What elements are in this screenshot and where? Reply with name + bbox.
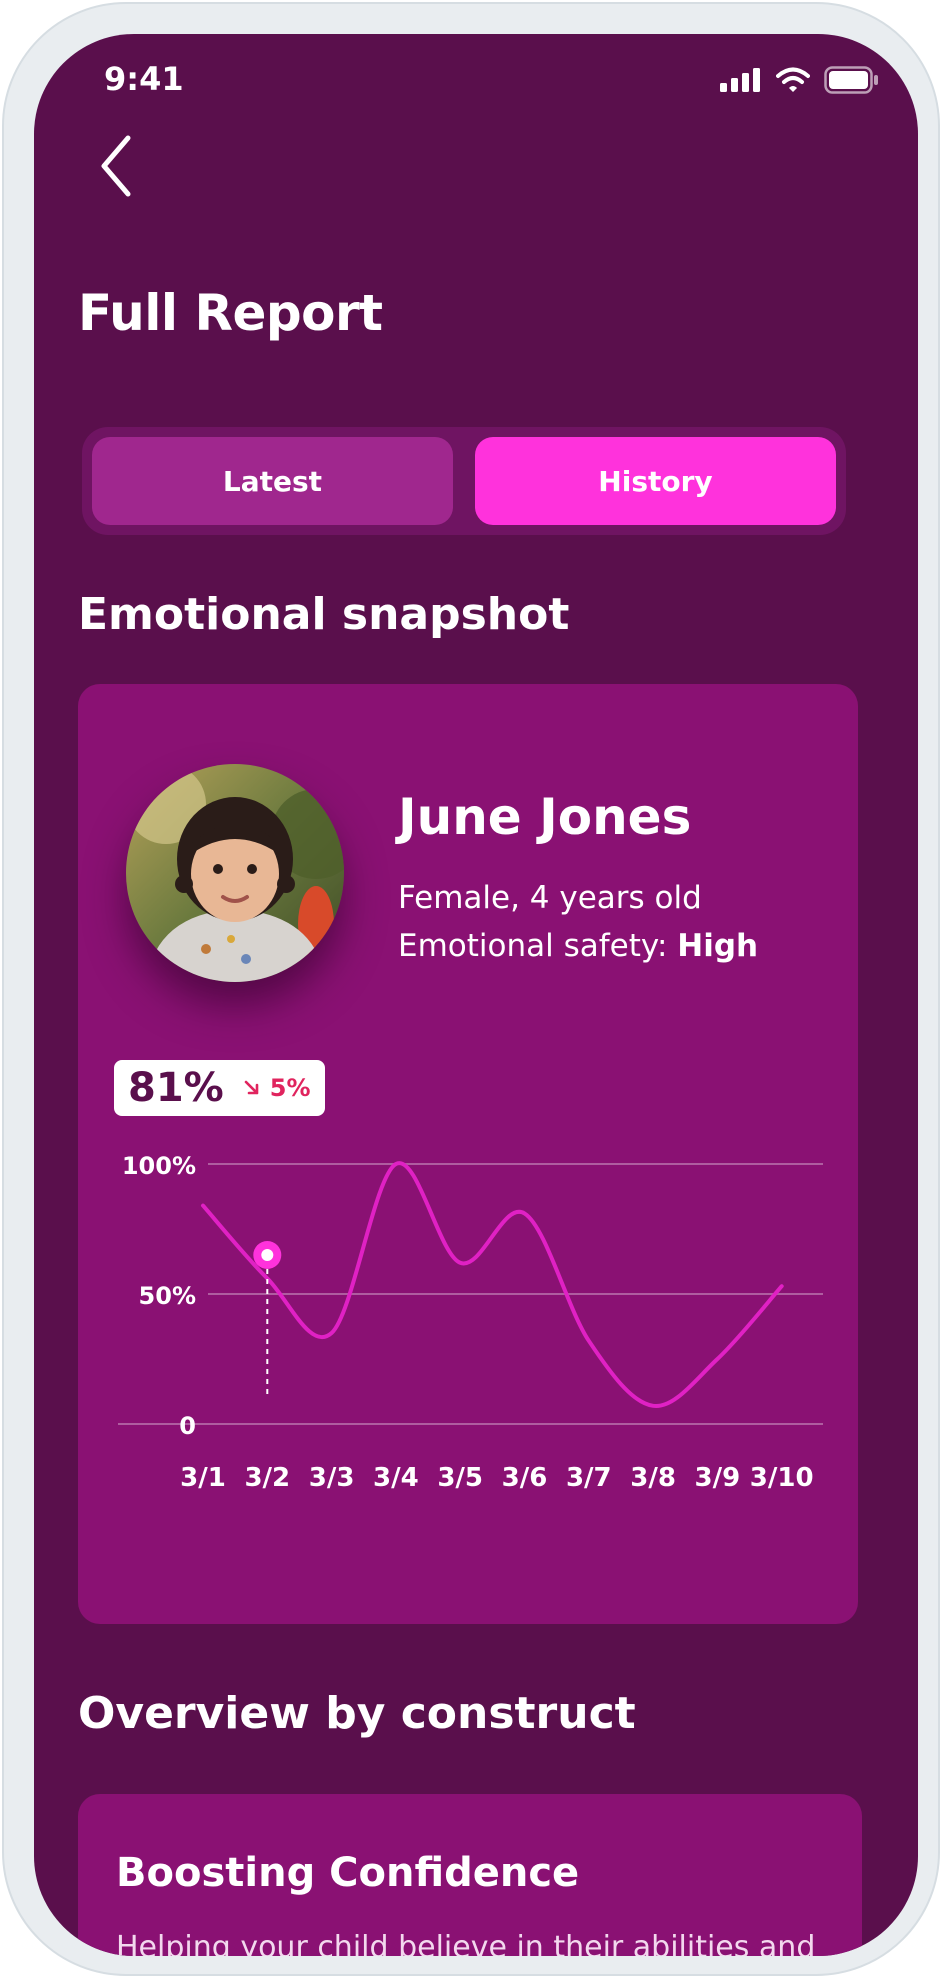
series-line bbox=[201, 1161, 784, 1408]
score-value: 81% bbox=[128, 1065, 224, 1111]
y-tick-label: 100% bbox=[122, 1152, 196, 1180]
app-screen: 9:41 bbox=[34, 34, 918, 1956]
page-title: Full Report bbox=[78, 284, 383, 342]
child-avatar bbox=[126, 764, 344, 982]
status-icons bbox=[720, 66, 880, 94]
back-button[interactable] bbox=[86, 126, 146, 206]
y-tick-label: 50% bbox=[139, 1282, 196, 1310]
tab-history[interactable]: History bbox=[475, 437, 836, 525]
construct-card-boosting-confidence[interactable]: Boosting Confidence Helping your child b… bbox=[78, 1794, 862, 1956]
x-tick-label: 3/8 bbox=[630, 1463, 676, 1493]
x-tick-label: 3/4 bbox=[373, 1463, 419, 1493]
x-tick-label: 3/7 bbox=[566, 1463, 612, 1493]
x-tick-label: 3/5 bbox=[437, 1463, 483, 1493]
x-tick-label: 3/10 bbox=[750, 1463, 814, 1493]
emotional-safety-value: High bbox=[677, 928, 759, 964]
emotional-safety-label: Emotional safety: bbox=[398, 928, 678, 964]
x-tick-label: 3/6 bbox=[502, 1463, 548, 1493]
highlight-marker-center bbox=[261, 1249, 274, 1261]
x-tick-label: 3/1 bbox=[180, 1463, 226, 1493]
view-toggle: Latest History bbox=[82, 427, 846, 535]
y-tick-label: 0 bbox=[179, 1412, 196, 1440]
emotional-snapshot-heading: Emotional snapshot bbox=[78, 589, 570, 640]
score-delta-value: 5% bbox=[269, 1074, 311, 1102]
history-line-chart[interactable]: 100% 50% 0 3/1 3/2 3/3 3/4 3/5 3/6 3/7 3/8 3/9 3/10 bbox=[78, 1114, 858, 1494]
status-bar: 9:41 bbox=[34, 34, 918, 124]
x-tick-label: 3/3 bbox=[309, 1463, 355, 1493]
child-demographics: Female, 4 years old bbox=[398, 880, 702, 916]
construct-title: Boosting Confidence bbox=[116, 1850, 580, 1896]
snapshot-card: June Jones Female, 4 years old Emotional… bbox=[78, 684, 858, 1624]
x-tick-label: 3/2 bbox=[244, 1463, 290, 1493]
signal-icon bbox=[720, 68, 760, 92]
score-badge: 81% 5% bbox=[114, 1060, 325, 1116]
status-time: 9:41 bbox=[104, 60, 184, 98]
child-name: June Jones bbox=[398, 788, 692, 846]
child-photo bbox=[126, 764, 344, 982]
trend-down-arrow-icon bbox=[244, 1080, 259, 1095]
tab-latest[interactable]: Latest bbox=[92, 437, 453, 525]
chevron-left-icon bbox=[101, 135, 131, 197]
emotional-safety-line: Emotional safety: High bbox=[398, 928, 758, 964]
score-delta: 5% bbox=[244, 1074, 311, 1102]
wifi-icon bbox=[776, 67, 810, 92]
x-tick-label: 3/9 bbox=[695, 1463, 741, 1493]
overview-heading: Overview by construct bbox=[78, 1688, 636, 1739]
battery-icon bbox=[824, 66, 878, 94]
construct-description: Helping your child believe in their abil… bbox=[116, 1930, 816, 1956]
